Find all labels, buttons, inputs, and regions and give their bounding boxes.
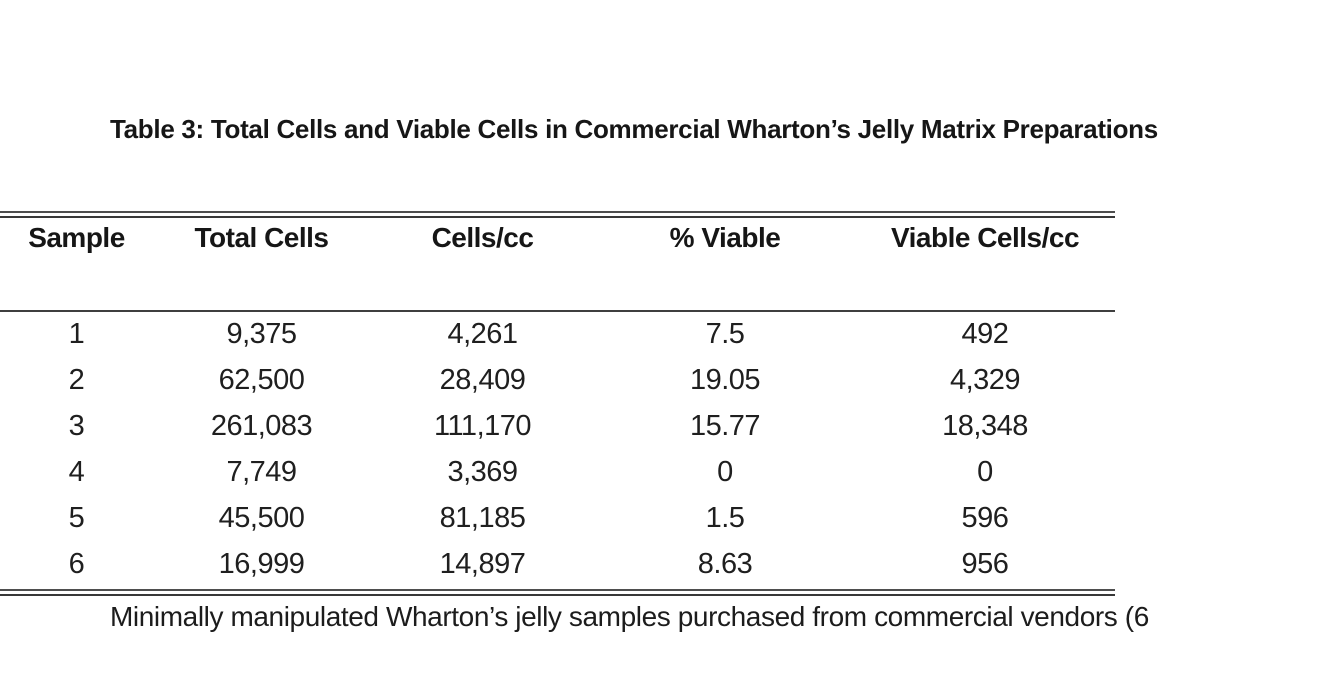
cell-percent-viable: 1.5	[705, 501, 745, 534]
header-row: Sample Total Cells Cells/cc % Viable Via…	[0, 218, 1115, 312]
cell-cells-per-cc: 3,369	[447, 455, 518, 488]
cell-viable-cells-per-cc: 4,329	[949, 363, 1021, 396]
cell-cells-per-cc: 4,261	[447, 318, 518, 350]
table-row: 2 62,500 28,409 19.05 4,329	[0, 357, 1115, 403]
table-bottom-rule	[0, 589, 1115, 596]
table-caption: Minimally manipulated Wharton’s jelly sa…	[110, 601, 1149, 632]
cell-total-cells: 62,500	[218, 363, 305, 396]
column-header-percent-viable: % Viable	[595, 218, 855, 312]
cell-total-cells: 9,375	[226, 318, 297, 350]
cell-percent-viable: 19.05	[689, 363, 761, 396]
table-row: 3 261,083 111,170 15.77 18,348	[0, 403, 1115, 449]
cell-percent-viable: 15.77	[689, 409, 761, 442]
cell-viable-cells-per-cc: 0	[977, 455, 993, 488]
cell-cells-per-cc: 81,185	[439, 501, 526, 534]
table-row: 4 7,749 3,369 0 0	[0, 449, 1115, 495]
cell-sample: 6	[68, 547, 85, 580]
table-title: Table 3: Total Cells and Viable Cells in…	[110, 114, 1158, 144]
table-row: 5 45,500 81,185 1.5 596	[0, 495, 1115, 541]
column-header-viable-cells-per-cc: Viable Cells/cc	[855, 218, 1115, 312]
cell-total-cells: 16,999	[218, 547, 305, 580]
cell-sample: 3	[68, 409, 85, 442]
column-header-cells-per-cc: Cells/cc	[370, 218, 595, 312]
table-row: 6 16,999 14,897 8.63 956	[0, 541, 1115, 587]
cell-total-cells: 7,749	[226, 455, 297, 488]
cell-cells-per-cc: 28,409	[439, 363, 526, 396]
column-header-total-cells: Total Cells	[153, 218, 370, 312]
cell-total-cells: 261,083	[210, 409, 313, 442]
table-top-rule	[0, 211, 1115, 218]
cell-percent-viable: 0	[717, 455, 733, 488]
data-table: Sample Total Cells Cells/cc % Viable Via…	[0, 218, 1115, 587]
cell-viable-cells-per-cc: 596	[961, 501, 1009, 534]
column-header-sample: Sample	[0, 218, 153, 312]
cell-viable-cells-per-cc: 18,348	[942, 409, 1028, 442]
cell-viable-cells-per-cc: 956	[961, 547, 1009, 580]
cell-sample: 5	[68, 501, 85, 534]
cell-percent-viable: 7.5	[705, 318, 745, 350]
cell-viable-cells-per-cc: 492	[961, 318, 1009, 350]
cell-sample: 1	[68, 318, 85, 350]
cell-sample: 2	[68, 363, 85, 396]
cell-cells-per-cc: 14,897	[439, 547, 526, 580]
cell-total-cells: 45,500	[218, 501, 305, 534]
table-row: 1 9,375 4,261 7.5 492	[0, 311, 1115, 357]
cell-sample: 4	[68, 455, 85, 488]
cell-percent-viable: 8.63	[697, 547, 753, 580]
cell-cells-per-cc: 111,170	[433, 409, 532, 442]
